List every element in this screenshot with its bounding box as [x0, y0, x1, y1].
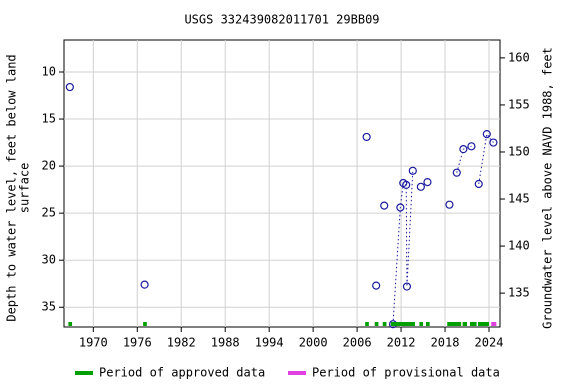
y2-axis-label: Groundwater level above NAVD 1988, feet [541, 47, 555, 329]
x-tick-label: 1994 [255, 336, 284, 350]
data-line [392, 132, 494, 325]
data-point [140, 280, 149, 289]
chart-title: USGS 332439082011701 29BB09 [184, 13, 379, 27]
y-tick-label: 15 [42, 112, 56, 126]
data-point [489, 138, 498, 147]
data-point [423, 177, 432, 187]
y-axis-label: Depth to water level, feet below land [5, 54, 19, 321]
x-tick-label: 1970 [79, 336, 108, 350]
x-tick-label: 2006 [343, 336, 372, 350]
data-point [396, 203, 405, 212]
data-point [416, 182, 425, 191]
period-bar [365, 322, 369, 326]
data-point [65, 82, 74, 92]
data-point [482, 129, 491, 139]
data-point [380, 201, 389, 210]
data-point [402, 282, 412, 291]
period-bar [382, 322, 387, 326]
data-point [402, 180, 411, 190]
period-bar [425, 322, 430, 326]
period-bar [374, 322, 379, 326]
y2-tick-label: 150 [508, 144, 530, 158]
y-tick-label: 30 [42, 253, 56, 267]
y-axis-label: surface [18, 163, 32, 214]
x-tick-label: 2024 [475, 336, 504, 350]
data-point [372, 281, 381, 290]
data-point [459, 145, 468, 154]
period-bar [491, 322, 497, 326]
x-tick-label: 2012 [387, 336, 416, 350]
y2-tick-label: 145 [508, 192, 530, 206]
y-tick-label: 25 [42, 206, 56, 220]
x-tick-label: 1988 [211, 336, 240, 350]
y2-tick-label: 135 [508, 286, 530, 300]
data-point [445, 200, 454, 209]
period-bar [390, 322, 415, 326]
x-tick-label: 2018 [431, 336, 460, 350]
period-bar [469, 322, 477, 326]
y-tick-label: 20 [42, 159, 56, 173]
period-bar [462, 322, 468, 326]
period-bar [447, 322, 462, 326]
legend-label: Period of approved data [99, 366, 265, 380]
y2-tick-label: 140 [508, 239, 530, 253]
data-point [474, 179, 483, 189]
data-point [408, 166, 417, 175]
y2-tick-label: 155 [508, 97, 530, 111]
period-bar [419, 322, 424, 326]
y2-tick-label: 160 [508, 50, 530, 64]
legend-label: Period of provisional data [312, 366, 500, 380]
data-point [362, 132, 371, 142]
data-point [452, 168, 461, 177]
x-tick-label: 1976 [123, 336, 152, 350]
y-tick-label: 35 [42, 300, 56, 314]
period-bar [143, 322, 147, 326]
plot-frame [63, 39, 501, 328]
period-bar [478, 322, 490, 326]
x-tick-label: 2000 [299, 336, 328, 350]
period-bar [68, 322, 73, 326]
x-tick-label: 1982 [167, 336, 196, 350]
data-point [467, 142, 476, 151]
y-tick-label: 10 [42, 64, 56, 78]
